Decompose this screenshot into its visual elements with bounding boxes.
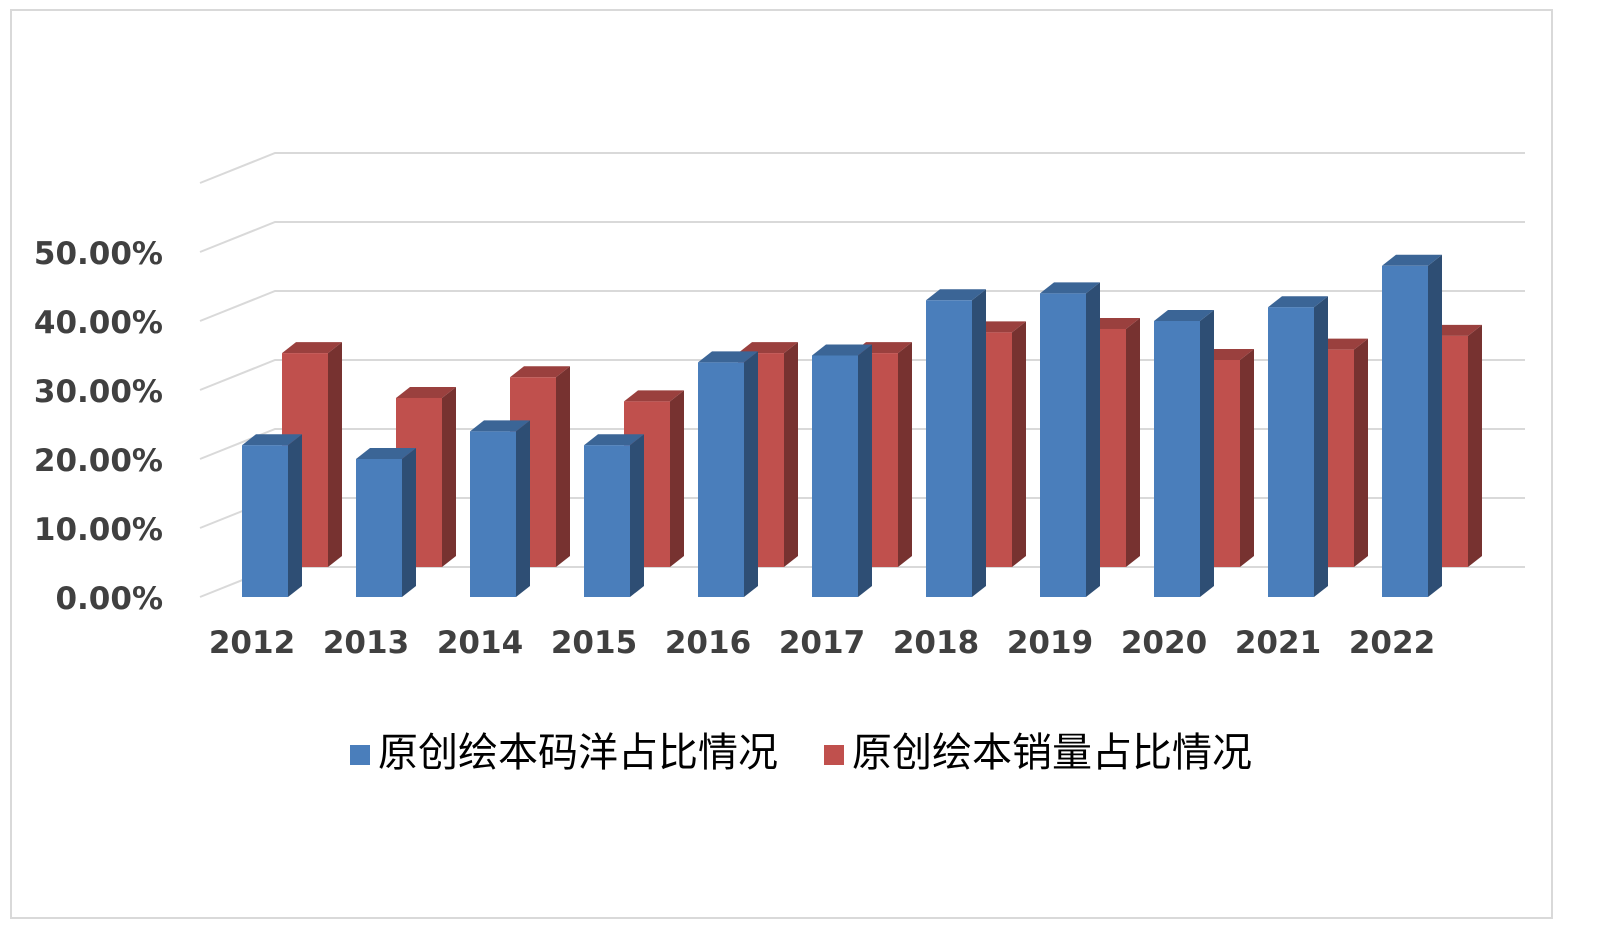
bar-series1 xyxy=(1382,254,1442,598)
legend-label: 原创绘本码洋占比情况 xyxy=(378,730,778,776)
legend: 原创绘本码洋占比情况 原创绘本销量占比情况 xyxy=(350,730,1252,776)
bars xyxy=(242,254,1482,598)
legend-label: 原创绘本销量占比情况 xyxy=(852,730,1252,776)
bar-series1 xyxy=(812,344,872,597)
bar-series1 xyxy=(1154,310,1214,597)
y-tick-label: 40.00% xyxy=(34,305,163,341)
x-category-label: 2021 xyxy=(1235,625,1321,661)
y-axis-ticks: 0.00% 10.00% 20.00% 30.00% 40.00% 50.00% xyxy=(34,236,163,617)
x-category-label: 2017 xyxy=(779,625,865,661)
x-category-label: 2012 xyxy=(209,625,295,661)
bar-series1 xyxy=(356,448,416,597)
legend-swatch xyxy=(350,745,370,765)
x-axis-categories: 2012 2013 2014 2015 2016 2017 2018 2019 2020 2021… xyxy=(209,625,1435,661)
x-category-label: 2022 xyxy=(1349,625,1435,661)
bar-series1 xyxy=(698,351,758,597)
bar-series1 xyxy=(1268,296,1328,597)
bar-series1 xyxy=(242,434,302,597)
gridline xyxy=(199,290,1525,322)
legend-swatch xyxy=(824,745,844,765)
bar-series1 xyxy=(470,420,530,597)
x-category-label: 2018 xyxy=(893,625,979,661)
gridline xyxy=(199,152,1525,184)
gridline xyxy=(199,221,1525,253)
y-tick-label: 20.00% xyxy=(34,443,163,479)
x-category-label: 2014 xyxy=(437,625,523,661)
bar-series1 xyxy=(926,289,986,597)
bar-series2 xyxy=(510,366,570,567)
x-category-label: 2015 xyxy=(551,625,637,661)
bar-series1 xyxy=(1040,282,1100,597)
y-tick-label: 50.00% xyxy=(34,236,163,272)
x-category-label: 2020 xyxy=(1121,625,1207,661)
x-category-label: 2019 xyxy=(1007,625,1093,661)
y-tick-label: 0.00% xyxy=(55,581,163,617)
y-tick-label: 10.00% xyxy=(34,512,163,548)
x-category-label: 2016 xyxy=(665,625,751,661)
x-category-label: 2013 xyxy=(323,625,409,661)
bar-series1 xyxy=(584,434,644,597)
y-tick-label: 30.00% xyxy=(34,374,163,410)
